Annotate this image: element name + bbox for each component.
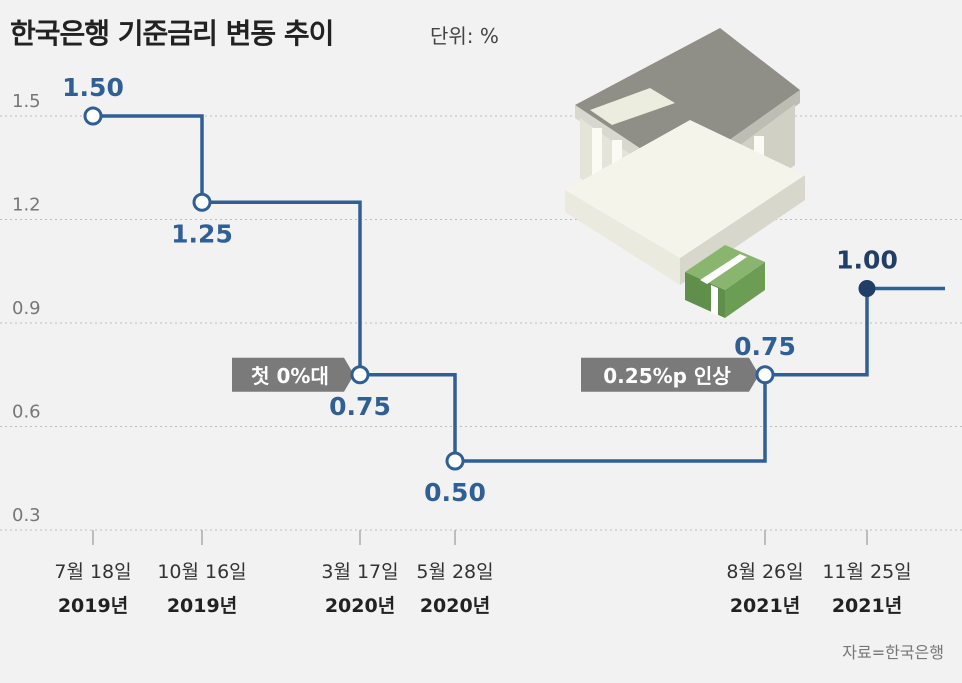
series-line	[93, 114, 945, 463]
data-points	[83, 106, 876, 471]
x-year-label: 2019년	[167, 595, 237, 617]
x-date-label: 3월 17일	[321, 561, 398, 583]
unit-label: 단위: %	[430, 24, 499, 48]
data-label: 0.75	[329, 392, 391, 421]
data-point	[83, 106, 103, 126]
bank-building-illustration	[565, 28, 805, 285]
annotation-box	[581, 357, 759, 392]
x-date-label: 11월 25일	[822, 561, 911, 583]
y-tick-label: 0.9	[12, 298, 41, 319]
grid-lines	[0, 115, 962, 531]
y-axis-ticks: 1.5 1.2 0.9 0.6 0.3	[12, 91, 41, 526]
x-year-label: 2021년	[730, 595, 800, 617]
source-note: 자료=한국은행	[842, 643, 944, 662]
x-year-label: 2020년	[325, 595, 395, 617]
data-point	[755, 365, 775, 385]
annotation-text: 첫 0%대	[251, 364, 329, 388]
x-year-label: 2020년	[420, 595, 490, 617]
data-label: 0.50	[424, 478, 486, 507]
money-stack-illustration	[685, 245, 765, 318]
data-point	[858, 280, 876, 297]
annotations: 첫 0%대 0.25%p 인상	[232, 357, 759, 392]
x-date-label: 5월 28일	[416, 561, 493, 583]
data-point	[350, 365, 370, 385]
x-year-label: 2021년	[832, 595, 902, 617]
data-label: 1.50	[62, 73, 124, 102]
x-date-label: 8월 26일	[726, 561, 803, 583]
y-tick-label: 0.6	[12, 402, 41, 423]
data-labels: 1.50 1.25 0.75 0.50 0.75 1.00	[62, 73, 898, 507]
x-date-label: 7월 18일	[54, 561, 131, 583]
annotation-box	[232, 357, 354, 392]
x-date-label: 10월 16일	[157, 561, 246, 583]
data-point	[192, 192, 212, 212]
y-tick-label: 0.3	[12, 505, 41, 526]
x-axis-labels: 7월 18일 2019년 10월 16일 2019년 3월 17일 2020년 5월 28일…	[54, 530, 912, 617]
data-point	[445, 451, 465, 471]
annotation-text: 0.25%p 인상	[603, 364, 731, 388]
chart-title: 한국은행 기준금리 변동 추이	[10, 17, 334, 50]
data-label: 1.25	[171, 219, 233, 248]
x-year-label: 2019년	[58, 595, 128, 617]
data-label: 0.75	[734, 332, 796, 361]
data-label: 1.00	[836, 246, 898, 275]
y-tick-label: 1.2	[12, 195, 41, 216]
y-tick-label: 1.5	[12, 91, 41, 112]
